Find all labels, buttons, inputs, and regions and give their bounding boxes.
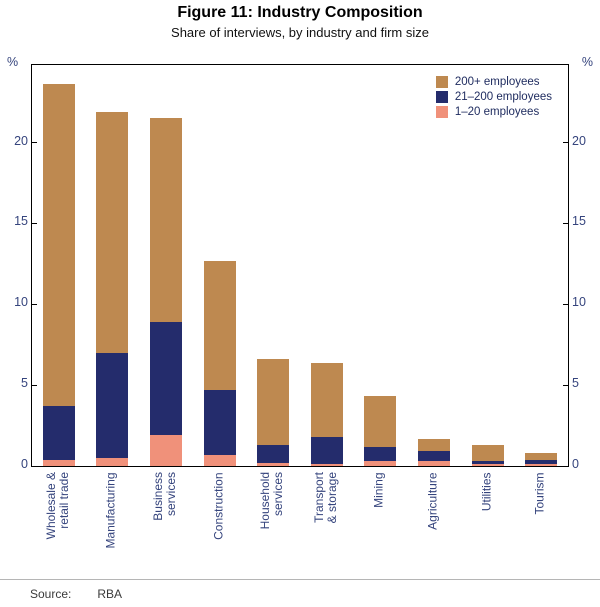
y-tick-label-right: 15 xyxy=(572,214,586,229)
bar-segment xyxy=(257,462,290,466)
y-tick-label-left: 5 xyxy=(21,376,28,391)
legend-label: 1–20 employees xyxy=(454,106,540,118)
y-tick-mark-right xyxy=(563,222,568,224)
y-tick-mark-right xyxy=(563,142,568,144)
x-category-label: Utilities xyxy=(479,472,494,511)
bar-segment xyxy=(418,438,450,452)
bar-segment xyxy=(471,461,504,465)
y-tick-mark-left xyxy=(32,142,37,144)
x-category-label: Transport & storage xyxy=(311,472,339,524)
y-tick-label-right: 0 xyxy=(572,457,579,471)
y-tick-label-left: 20 xyxy=(14,133,28,148)
y-tick-label-right: 20 xyxy=(572,133,586,148)
plot-area: 200+ employees 21–200 employees 1–20 emplo… xyxy=(31,64,569,467)
y-tick-label-right: 10 xyxy=(572,295,586,310)
legend-label: 21–200 employees xyxy=(454,91,552,103)
bar-segment xyxy=(525,453,558,460)
bar-segment xyxy=(364,461,397,466)
bar-segment xyxy=(471,445,504,462)
bar-segment xyxy=(42,84,75,407)
legend-item: 1–20 employees xyxy=(435,106,552,118)
bar-segment xyxy=(310,436,343,464)
x-category-label: Tourism xyxy=(532,472,547,515)
source-note: Source: RBA xyxy=(0,579,600,601)
y-tick-label-left: 10 xyxy=(14,295,28,310)
chart-subtitle: Share of interviews, by industry and fir… xyxy=(171,25,429,40)
y-tick-mark-left xyxy=(32,222,37,224)
legend-swatch xyxy=(435,91,448,103)
bar-segment xyxy=(96,352,129,458)
bar-segment xyxy=(418,461,450,466)
x-category-label: Construction xyxy=(211,472,226,540)
bar-segment xyxy=(364,396,397,447)
bar-segment xyxy=(203,260,236,391)
legend-item: 200+ employees xyxy=(435,76,552,88)
source-value: RBA xyxy=(97,587,123,601)
bar-segment xyxy=(257,359,290,445)
bar-segment xyxy=(150,322,182,436)
y-tick-label-left: 0 xyxy=(21,457,28,471)
x-category-label: Mining xyxy=(371,472,386,508)
bar-segment xyxy=(42,459,75,466)
y-tick-label-left: 15 xyxy=(14,214,28,229)
y-tick-mark-left xyxy=(32,384,37,386)
legend-swatch xyxy=(435,76,448,88)
y-tick-label-right: 5 xyxy=(572,376,579,391)
chart-title: Figure 11: Industry Composition xyxy=(177,4,423,21)
legend-label: 200+ employees xyxy=(454,76,540,88)
bar-segment xyxy=(525,459,558,465)
bar-segment xyxy=(203,454,236,466)
bar-segment xyxy=(310,463,343,466)
bar-segment xyxy=(96,111,129,353)
y-tick-mark-left xyxy=(32,303,37,305)
bar-segment xyxy=(96,457,129,466)
x-category-label: Business services xyxy=(151,472,178,521)
legend-item: 21–200 employees xyxy=(435,91,552,103)
x-category-label: Household services xyxy=(258,472,286,530)
bar-segment xyxy=(203,390,236,455)
bar-segment xyxy=(257,445,290,463)
legend-swatch xyxy=(435,106,448,118)
legend: 200+ employees 21–200 employees 1–20 emplo… xyxy=(435,76,552,121)
y-axis-unit-left: % xyxy=(7,55,19,69)
source-text: Source: RBA xyxy=(0,580,600,601)
bar-segment xyxy=(525,464,558,466)
bar-segment xyxy=(310,362,343,437)
x-axis-labels: Wholesale & retail trade Manufacturing Bus… xyxy=(31,469,567,571)
bar-segment xyxy=(42,406,75,460)
y-axis-unit-right: % xyxy=(581,55,593,69)
source-label: Source: xyxy=(30,587,72,601)
bar-segment xyxy=(364,446,397,462)
bar-segment xyxy=(418,451,450,462)
x-category-label: Wholesale & retail trade xyxy=(43,472,71,540)
bar-segment xyxy=(471,464,504,466)
y-tick-mark-right xyxy=(563,384,568,386)
x-category-label: Agriculture xyxy=(425,472,440,530)
bar-segment xyxy=(150,118,182,323)
bar-segment xyxy=(150,435,182,466)
x-category-label: Manufacturing xyxy=(103,472,118,549)
y-tick-mark-right xyxy=(563,303,568,305)
